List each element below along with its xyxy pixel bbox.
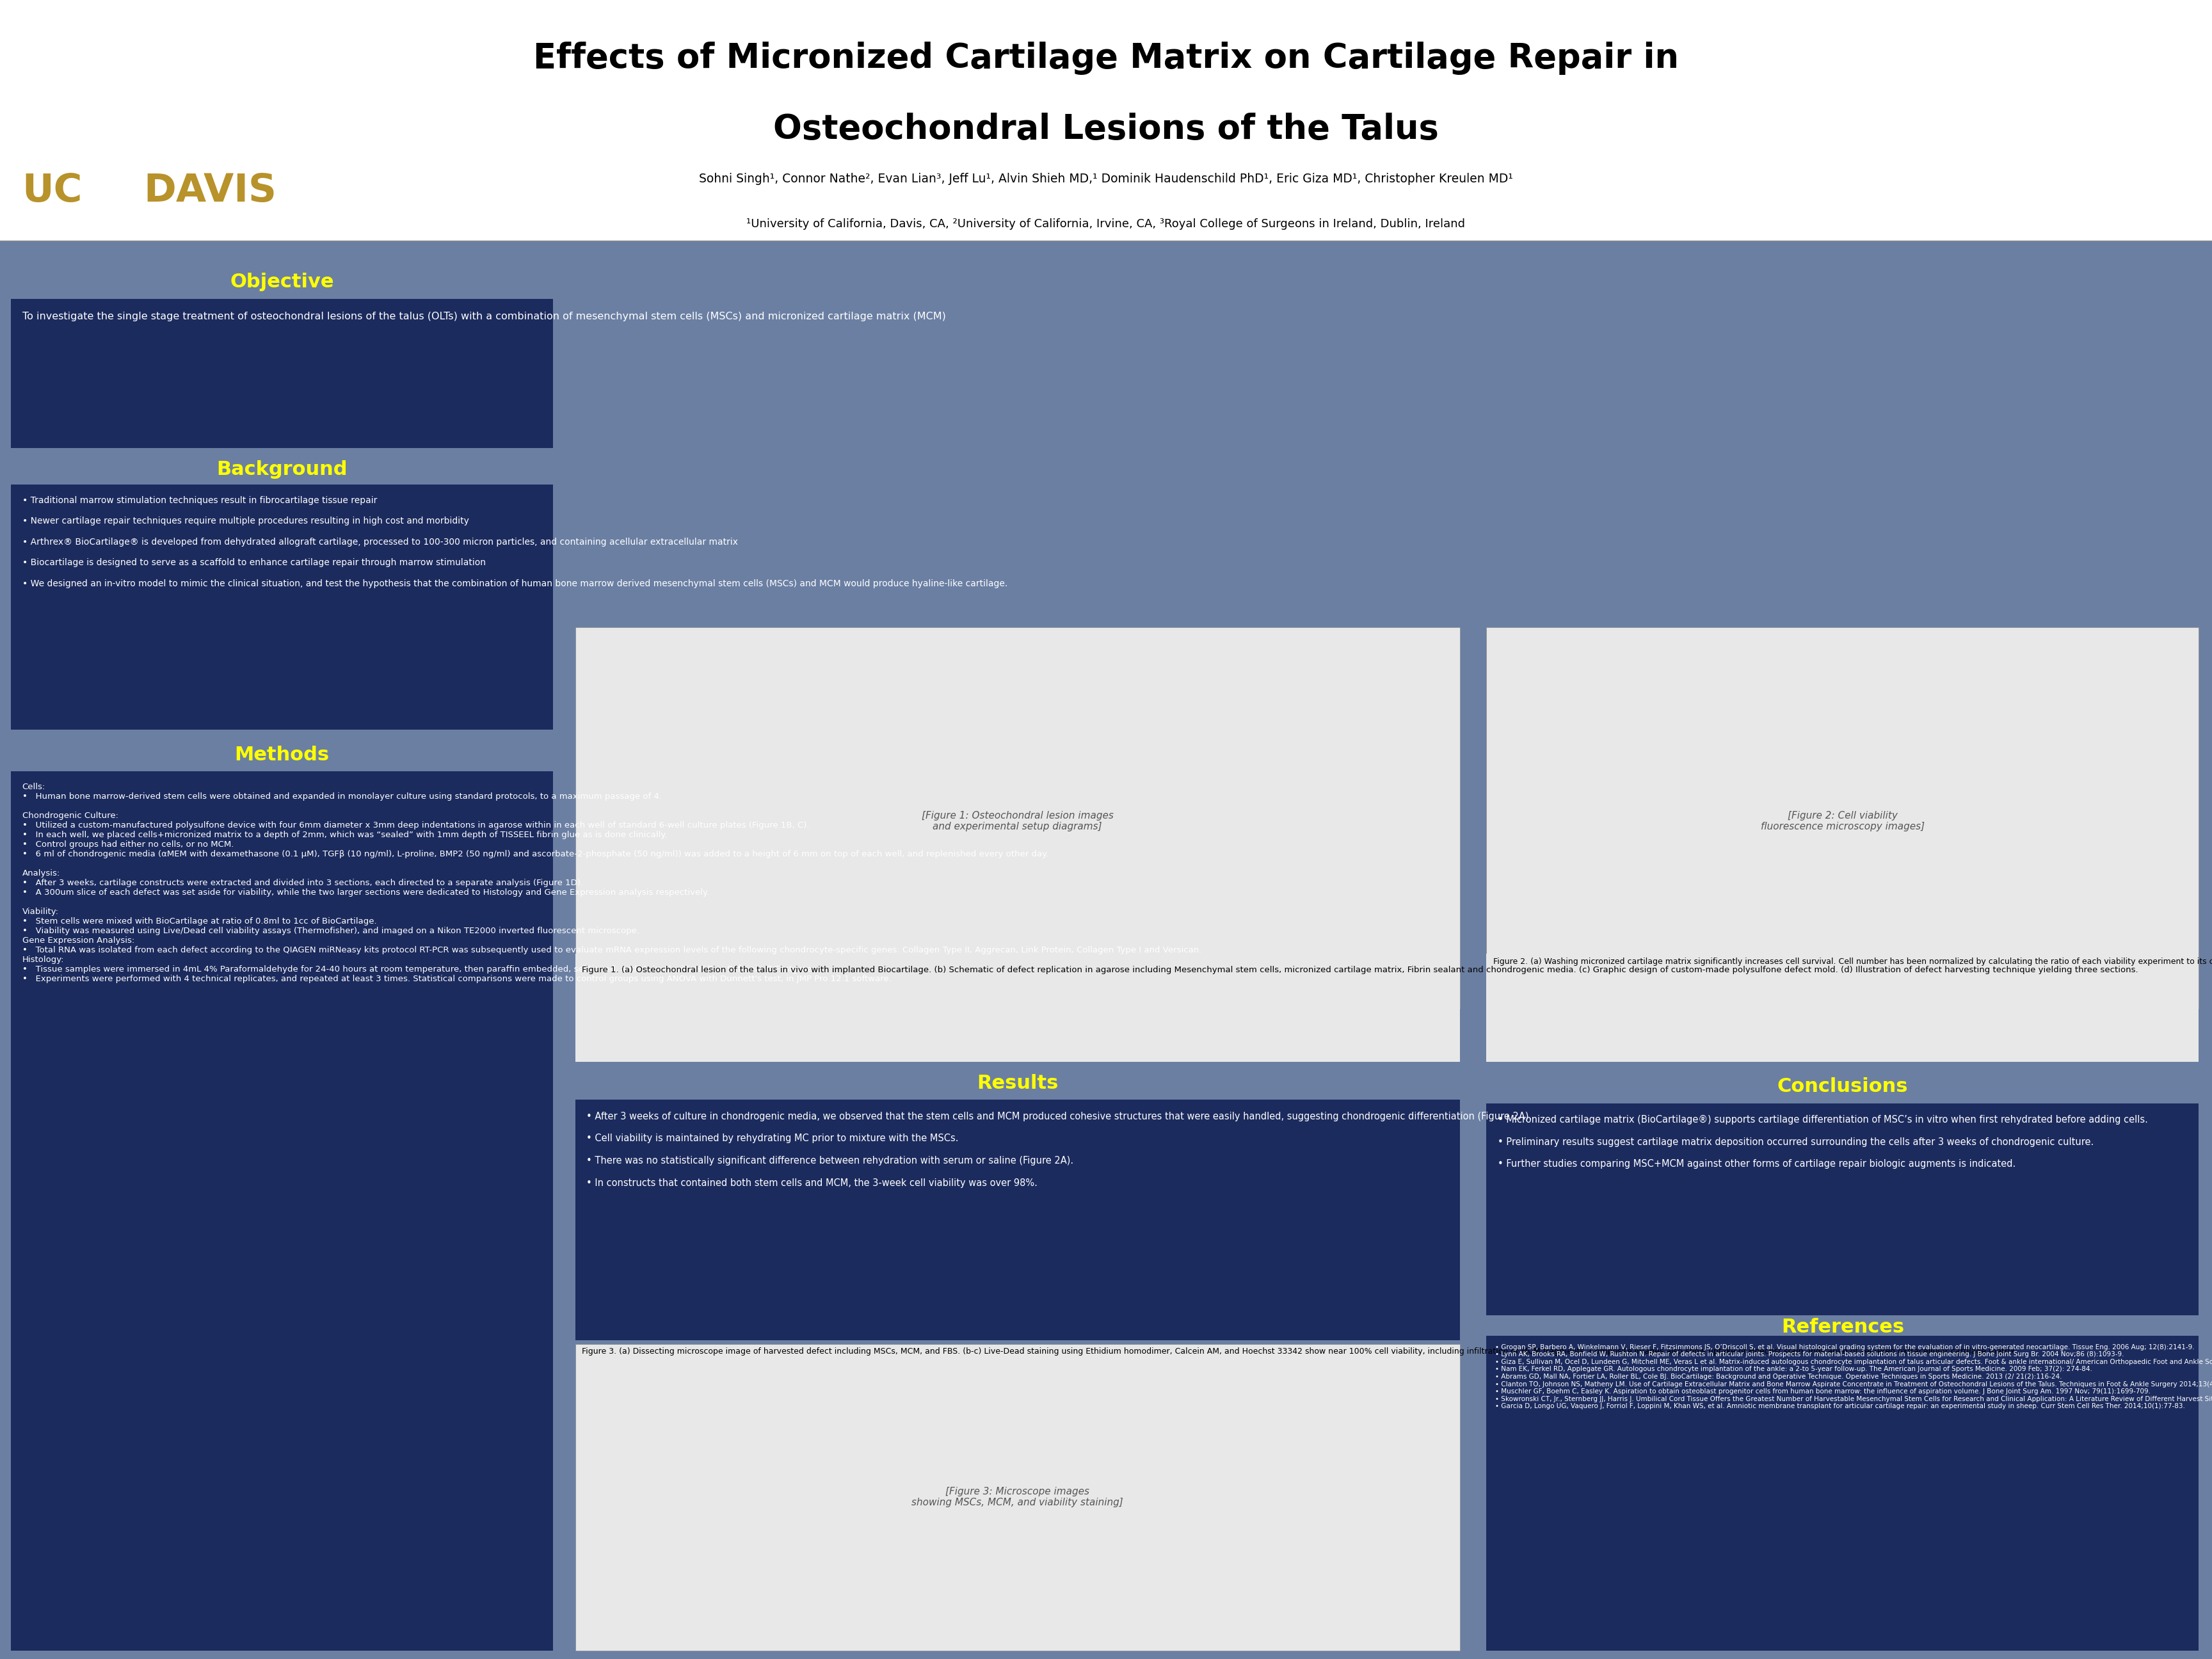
Text: [Figure 2: Cell viability
fluorescence microscopy images]: [Figure 2: Cell viability fluorescence m… — [1761, 811, 1924, 831]
Text: UC: UC — [22, 173, 82, 209]
Text: Objective: Objective — [230, 272, 334, 292]
Text: • After 3 weeks of culture in chondrogenic media, we observed that the stem cell: • After 3 weeks of culture in chondrogen… — [586, 1112, 1531, 1188]
Text: Sohni Singh¹, Connor Nathe², Evan Lian³, Jeff Lu¹, Alvin Shieh MD,¹ Dominik Haud: Sohni Singh¹, Connor Nathe², Evan Lian³,… — [699, 173, 1513, 186]
FancyBboxPatch shape — [11, 771, 553, 1651]
FancyBboxPatch shape — [1486, 627, 2199, 1009]
FancyBboxPatch shape — [0, 0, 2212, 241]
FancyBboxPatch shape — [1486, 1103, 2199, 1316]
FancyBboxPatch shape — [575, 627, 1460, 1009]
Text: References: References — [1781, 1317, 1905, 1337]
FancyBboxPatch shape — [0, 241, 2212, 1659]
FancyBboxPatch shape — [575, 954, 1460, 1062]
FancyBboxPatch shape — [1486, 954, 2199, 1062]
Text: Results: Results — [978, 1073, 1057, 1093]
Text: Cells:
•   Human bone marrow-derived stem cells were obtained and expanded in mo: Cells: • Human bone marrow-derived stem … — [22, 783, 1201, 984]
Text: • Grogan SP, Barbero A, Winkelmann V, Rieser F, Fitzsimmons JS, O’Driscoll S, et: • Grogan SP, Barbero A, Winkelmann V, Ri… — [1495, 1344, 2212, 1410]
Text: Background: Background — [217, 460, 347, 479]
Text: • Traditional marrow stimulation techniques result in fibrocartilage tissue repa: • Traditional marrow stimulation techniq… — [22, 496, 1006, 587]
Text: To investigate the single stage treatment of osteochondral lesions of the talus : To investigate the single stage treatmen… — [22, 312, 945, 322]
FancyBboxPatch shape — [11, 299, 553, 448]
Text: Effects of Micronized Cartilage Matrix on Cartilage Repair in: Effects of Micronized Cartilage Matrix o… — [533, 41, 1679, 75]
Text: Conclusions: Conclusions — [1776, 1077, 1909, 1097]
Text: • Micronized cartilage matrix (BioCartilage®) supports cartilage differentiation: • Micronized cartilage matrix (BioCartil… — [1498, 1115, 2148, 1170]
Text: Figure 2. (a) Washing micronized cartilage matrix significantly increases cell s: Figure 2. (a) Washing micronized cartila… — [1493, 957, 2212, 966]
FancyBboxPatch shape — [1486, 1335, 2199, 1651]
Text: [Figure 3: Microscope images
showing MSCs, MCM, and viability staining]: [Figure 3: Microscope images showing MSC… — [911, 1486, 1124, 1508]
Text: DAVIS: DAVIS — [144, 173, 276, 209]
Text: [Figure 1: Osteochondral lesion images
and experimental setup diagrams]: [Figure 1: Osteochondral lesion images a… — [922, 811, 1113, 831]
Text: ¹University of California, Davis, CA, ²University of California, Irvine, CA, ³Ro: ¹University of California, Davis, CA, ²U… — [748, 219, 1464, 229]
FancyBboxPatch shape — [11, 484, 553, 730]
FancyBboxPatch shape — [575, 1100, 1460, 1340]
Text: Methods: Methods — [234, 745, 330, 765]
FancyBboxPatch shape — [575, 1344, 1460, 1651]
Text: Figure 3. (a) Dissecting microscope image of harvested defect including MSCs, MC: Figure 3. (a) Dissecting microscope imag… — [582, 1347, 2017, 1355]
Text: Osteochondral Lesions of the Talus: Osteochondral Lesions of the Talus — [774, 113, 1438, 146]
Text: Figure 1. (a) Osteochondral lesion of the talus in vivo with implanted Biocartil: Figure 1. (a) Osteochondral lesion of th… — [582, 966, 2139, 974]
